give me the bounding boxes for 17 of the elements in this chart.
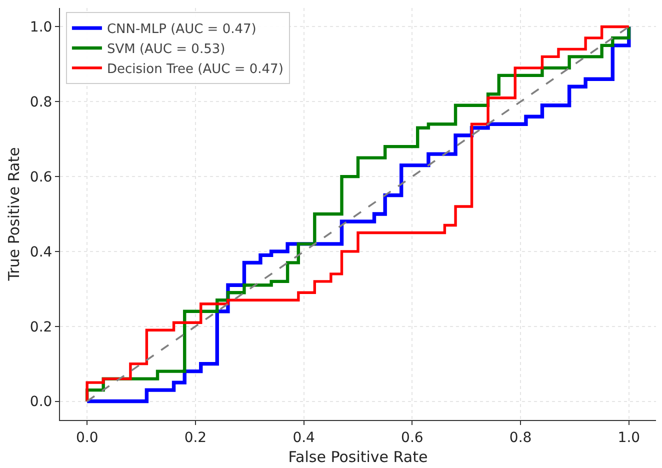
- legend-label: SVM (AUC = 0.53): [106, 42, 226, 58]
- x-tick-label: 1.0: [618, 430, 640, 446]
- legend-label: CNN-MLP (AUC = 0.47): [106, 22, 256, 38]
- x-tick-label: 0.0: [76, 430, 98, 446]
- x-tick-label: 0.4: [292, 430, 316, 446]
- x-tick-label: 0.8: [509, 430, 532, 446]
- y-axis-title: True Positive Rate: [5, 147, 24, 282]
- y-tick-label: 1.0: [30, 20, 52, 36]
- x-axis-title: False Positive Rate: [288, 448, 428, 466]
- x-tick-label: 0.2: [184, 430, 207, 446]
- y-tick-label: 0.6: [30, 169, 52, 186]
- y-tick-label: 0.4: [30, 244, 52, 260]
- x-tick-label: 0.6: [401, 430, 424, 446]
- y-tick-label: 0.8: [30, 94, 52, 111]
- y-tick-label: 0.0: [30, 394, 52, 410]
- legend-label: Decision Tree (AUC = 0.47): [106, 62, 284, 77]
- y-tick-label: 0.2: [30, 319, 52, 336]
